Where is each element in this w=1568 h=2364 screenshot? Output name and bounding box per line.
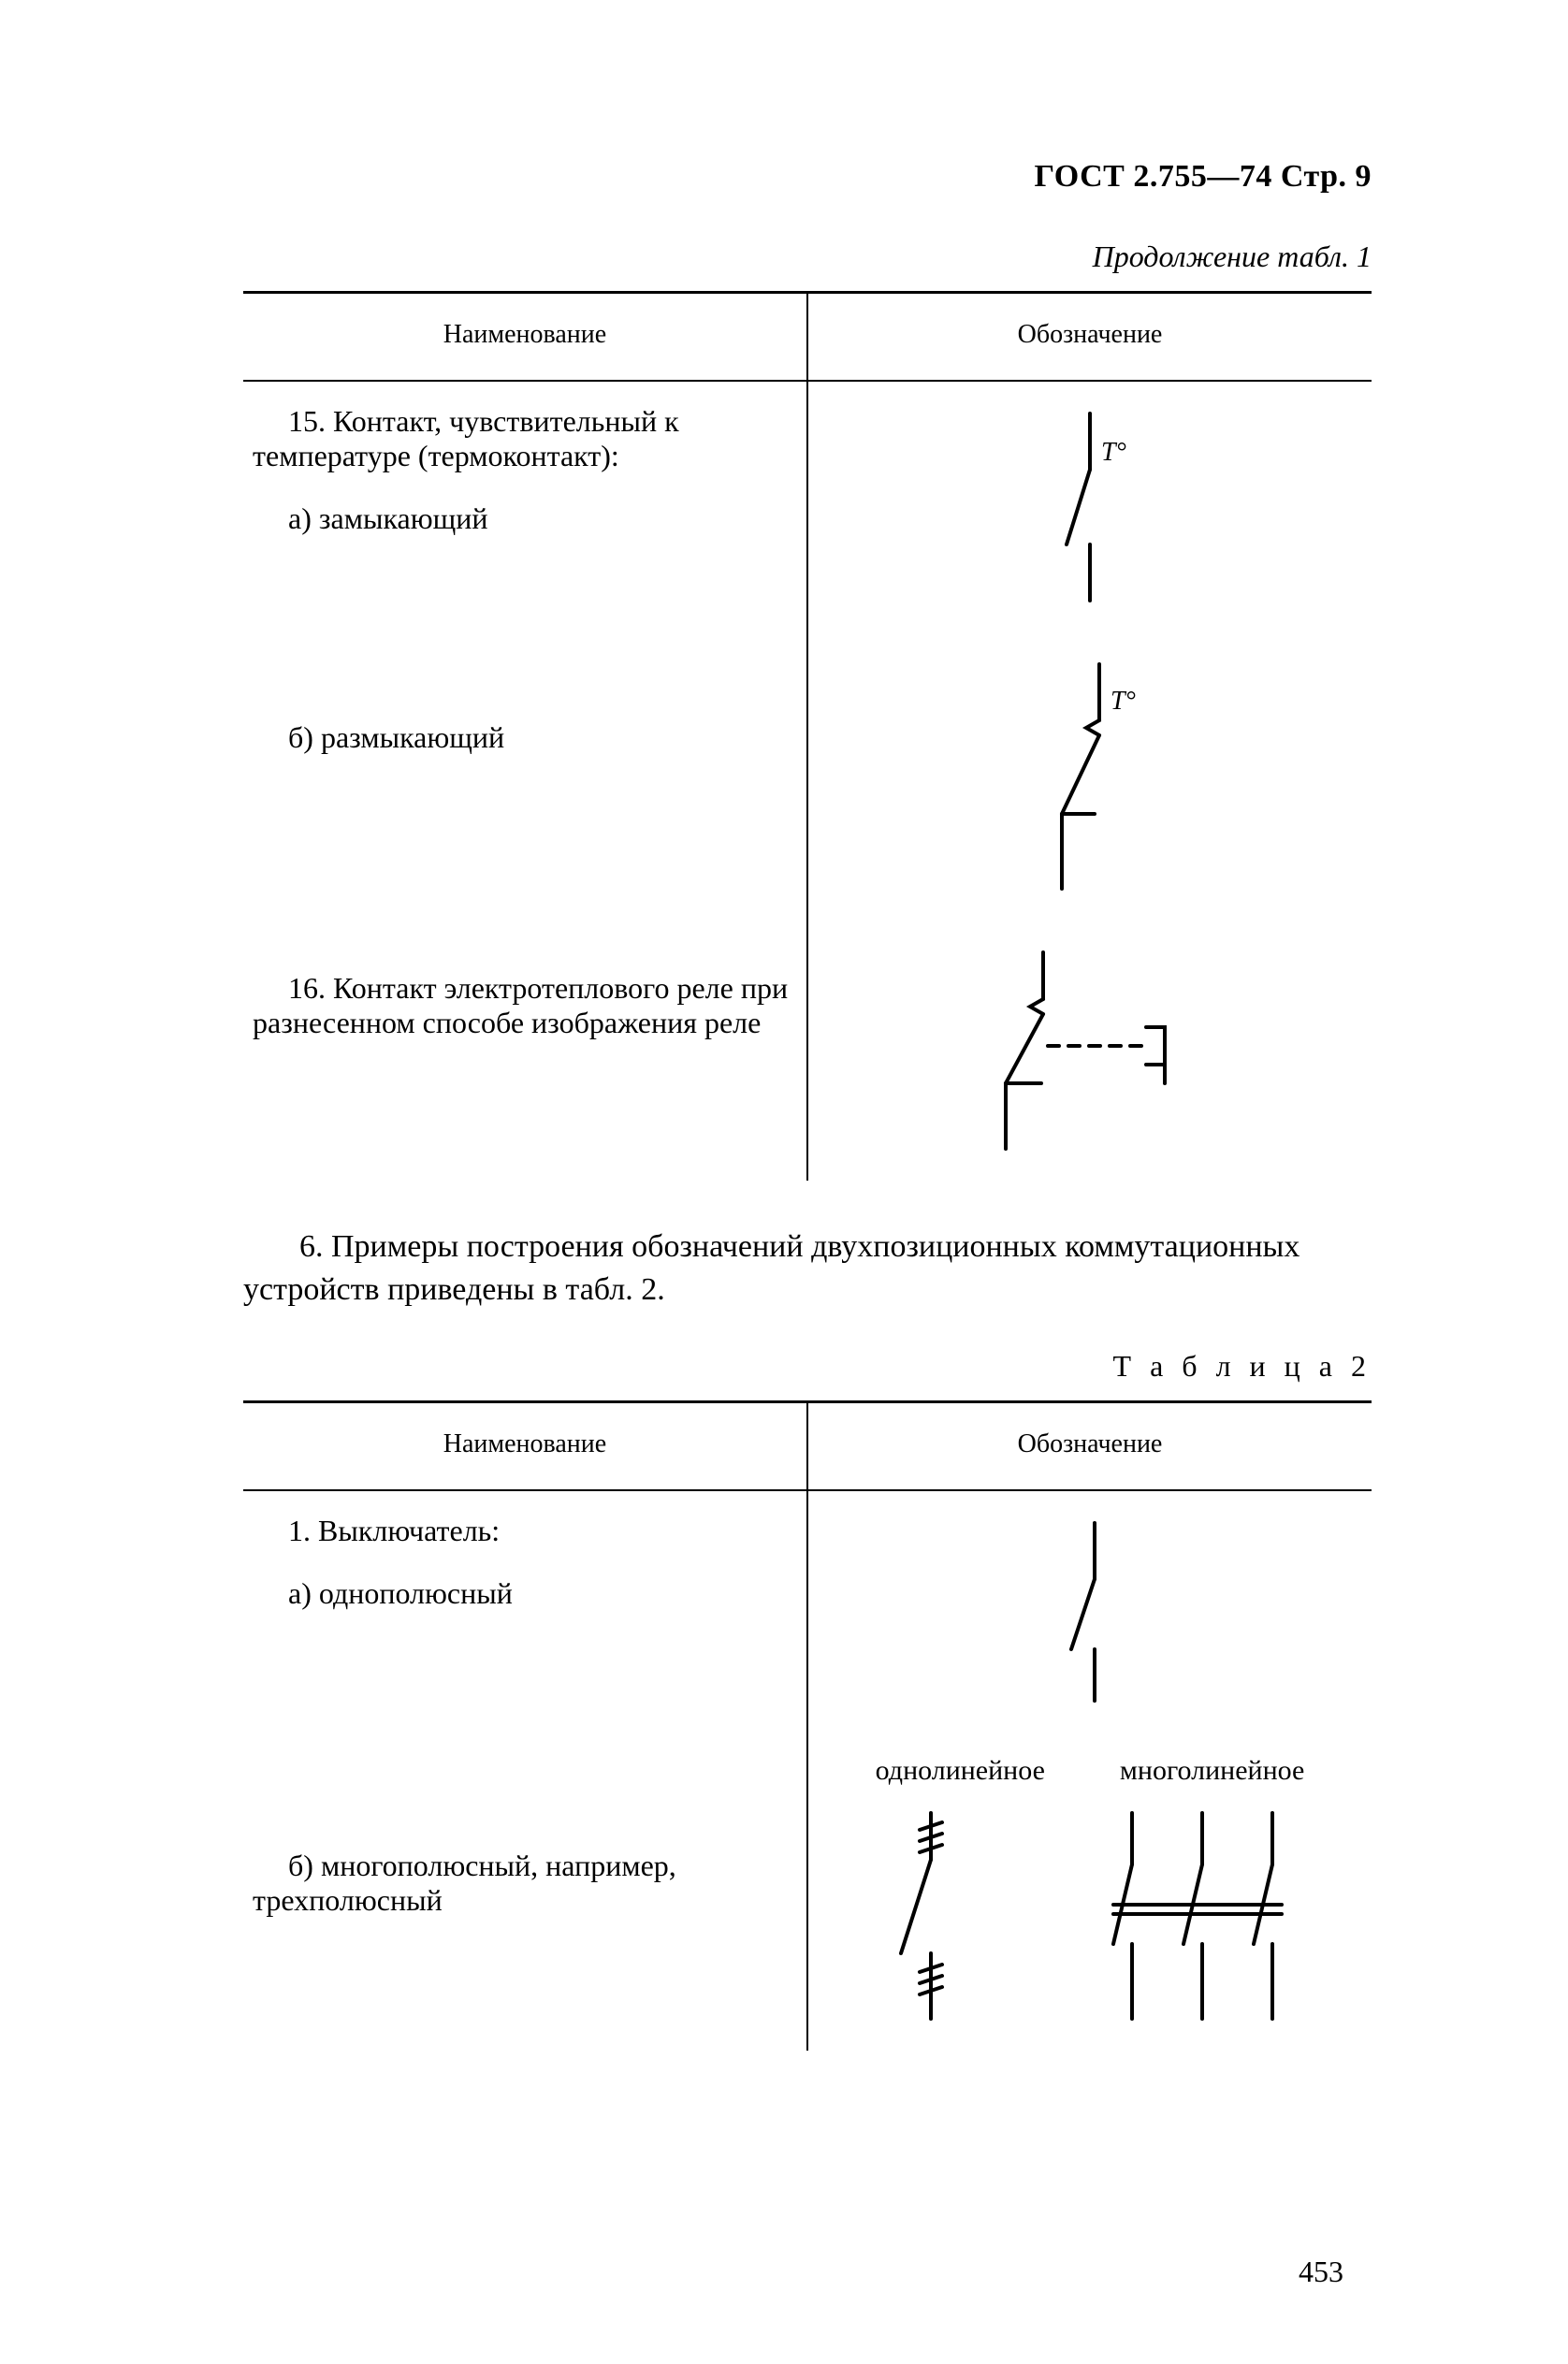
row1b-subcaptions: однолинейное многолинейное xyxy=(818,1755,1362,1787)
row1-title: 1. Выключатель: xyxy=(253,1514,797,1548)
table1-col-symbol: Обозначение xyxy=(807,293,1372,382)
table1-caption: Продолжение табл. 1 xyxy=(243,239,1372,274)
table1-row16-name: 16. Контакт электротеплового реле при ра… xyxy=(243,921,807,1181)
table2-col-name: Наименование xyxy=(243,1401,807,1490)
contact-nc-temp-icon: T° xyxy=(1006,655,1174,898)
table1-col-name: Наименование xyxy=(243,293,807,382)
page-number: 453 xyxy=(1299,2255,1343,2289)
table2-row1b-name: б) многополюсный, например, трехполюсный xyxy=(243,1733,807,2051)
table2-row1a-name: 1. Выключатель: а) однополюсный xyxy=(243,1490,807,1733)
page-header: ГОСТ 2.755—74 Стр. 9 xyxy=(243,159,1372,195)
row15a-sub: а) замыкающий xyxy=(253,501,797,536)
switch-3p-singleline-icon xyxy=(856,1804,996,2028)
switch-3p-multiline-icon xyxy=(1081,1804,1324,2028)
page: ГОСТ 2.755—74 Стр. 9 Продолжение табл. 1… xyxy=(0,0,1568,2364)
table2-col-symbol: Обозначение xyxy=(807,1401,1372,1490)
caption-single-line: однолинейное xyxy=(876,1755,1045,1787)
table1-row15a-name: 15. Контакт, чувствительный к температур… xyxy=(243,381,807,632)
table2-row1a-symbol xyxy=(807,1490,1372,1733)
table1-row15a-symbol: T° xyxy=(807,381,1372,632)
table1-row16-symbol xyxy=(807,921,1372,1181)
caption-multi-line: многолинейное xyxy=(1120,1755,1304,1787)
svg-text:T°: T° xyxy=(1101,438,1126,467)
table1-row15b-symbol: T° xyxy=(807,632,1372,921)
table2-row1b-symbol: однолинейное многолинейное xyxy=(807,1733,1372,2051)
table1: Наименование Обозначение 15. Контакт, чу… xyxy=(243,291,1372,1181)
row1a-sub: а) однополюсный xyxy=(253,1576,797,1611)
row1b-sub: б) многополюсный, например, трехполюсный xyxy=(253,1849,797,1918)
table2-label: Т а б л и ц а 2 xyxy=(243,1349,1372,1384)
table1-row15b-name: б) размыкающий xyxy=(243,632,807,921)
switch-1p-icon xyxy=(1024,1514,1155,1710)
svg-text:T°: T° xyxy=(1111,687,1136,716)
contact-thermal-relay-icon xyxy=(968,943,1212,1158)
contact-no-temp-icon: T° xyxy=(1015,404,1165,610)
row15b-sub: б) размыкающий xyxy=(253,720,797,755)
row16-title: 16. Контакт электротеплового реле при ра… xyxy=(253,971,797,1040)
table2: Наименование Обозначение 1. Выключатель:… xyxy=(243,1400,1372,2051)
paragraph-6: 6. Примеры построения обозначений двухпо… xyxy=(243,1226,1372,1312)
row15-title: 15. Контакт, чувствительный к температур… xyxy=(253,404,797,473)
